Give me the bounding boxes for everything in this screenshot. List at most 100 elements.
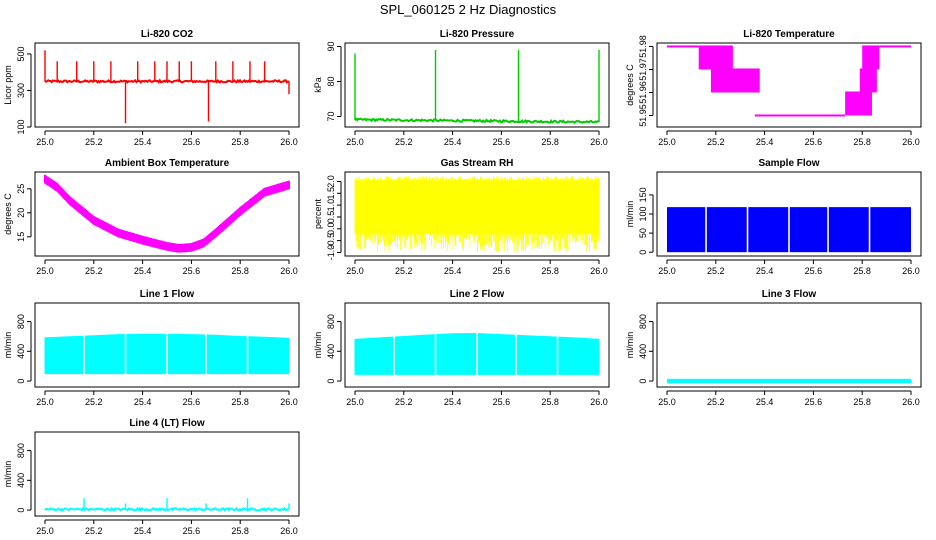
- level-segment: [710, 68, 760, 93]
- y-axis-label: ml/min: [3, 332, 13, 359]
- y-axis-label: ml/min: [3, 461, 13, 488]
- x-tick-label: 25.0: [346, 266, 364, 276]
- chart-title: Li-820 Temperature: [743, 29, 835, 40]
- chart-title: Line 4 (LT) Flow: [129, 418, 205, 429]
- y-tick-label: 800: [326, 314, 336, 329]
- x-tick-label: 26.0: [590, 137, 608, 147]
- x-tick-label: 25.4: [134, 266, 152, 276]
- data-layer: [354, 305, 600, 385]
- plot-frame: [344, 42, 610, 128]
- y-axis-label: percent: [313, 198, 323, 229]
- x-tick-label: 25.2: [395, 266, 413, 276]
- data-layer: [44, 174, 290, 253]
- level-segment: [754, 114, 846, 117]
- y-tick-label: 500: [16, 46, 26, 61]
- x-tick-label: 25.2: [395, 397, 413, 407]
- plot-frame: [34, 431, 300, 517]
- level-segment: [862, 45, 880, 70]
- line-4-lt-flow-chart: Line 4 (LT) Flow 25.0 25.2 25.4 25.6 25.8 26.0…: [3, 418, 300, 536]
- x-tick-label: 25.8: [231, 137, 249, 147]
- x-tick-label: 25.6: [493, 266, 511, 276]
- x-axis: 25.0 25.2 25.4 25.6 25.8 26.0: [36, 519, 298, 536]
- y-tick-label: 15: [16, 232, 26, 242]
- plot-frame: [344, 302, 610, 388]
- x-axis: 25.0 25.2 25.4 25.6 25.8 26.0: [658, 259, 920, 276]
- y-tick-label: 1.0: [326, 199, 336, 212]
- x-tick-label: 26.0: [902, 137, 920, 147]
- x-tick-label: 25.6: [805, 137, 823, 147]
- y-tick-label: 20: [16, 208, 26, 218]
- level-segment: [879, 45, 911, 48]
- x-axis: 25.0 25.2 25.4 25.6 25.8 26.0: [346, 259, 608, 276]
- data-layer: [354, 50, 600, 125]
- x-tick-label: 25.4: [444, 397, 462, 407]
- plot-frame: [656, 171, 922, 257]
- x-axis: 25.0 25.2 25.4 25.6 25.8 26.0: [658, 130, 920, 147]
- sample-flow-chart: Sample Flow 25.0 25.2 25.4 25.6 25.8 26.0 0 50 10…: [625, 158, 922, 276]
- x-axis: 25.0 25.2 25.4 25.6 25.8 26.0: [346, 130, 608, 147]
- li820-co2-chart: Li-820 CO2 25.0 25.2 25.4 25.6 25.8 26.0 100 300…: [3, 29, 300, 147]
- data-layer: [354, 176, 600, 253]
- plot-frame: [34, 42, 300, 128]
- plot-frame: [34, 171, 300, 257]
- x-axis: 25.0 25.2 25.4 25.6 25.8 26.0: [346, 390, 608, 407]
- y-tick-label: 51.96: [638, 81, 648, 104]
- y-tick-label: 100: [16, 119, 26, 134]
- x-tick-label: 25.0: [36, 526, 54, 536]
- x-tick-label: 25.6: [493, 137, 511, 147]
- y-tick-label: 51.97: [638, 58, 648, 81]
- x-tick-label: 25.4: [134, 526, 152, 536]
- chart-title: Gas Stream RH: [441, 158, 514, 169]
- line-1-flow-chart: Line 1 Flow 25.0 25.2 25.4 25.6 25.8 26.0 0 400 8…: [3, 289, 300, 407]
- x-tick-label: 26.0: [902, 266, 920, 276]
- x-tick-label: 25.8: [231, 526, 249, 536]
- y-tick-label: 70: [326, 111, 336, 121]
- data-layer: [667, 45, 911, 117]
- y-tick-label: 0: [16, 379, 26, 384]
- x-tick-label: 25.6: [183, 526, 201, 536]
- data-band: [667, 378, 911, 384]
- level-segment: [845, 91, 872, 116]
- y-tick-label: 1.5: [326, 187, 336, 200]
- line-3-flow-chart: Line 3 Flow 25.0 25.2 25.4 25.6 25.8 26.0 0 400 8…: [625, 289, 922, 407]
- x-tick-label: 26.0: [280, 266, 298, 276]
- y-tick-label: 0: [326, 379, 336, 384]
- series-pressure: [354, 117, 600, 125]
- line-2-flow-chart: Line 2 Flow 25.0 25.2 25.4 25.6 25.8 26.0 0 400 8…: [313, 289, 610, 407]
- y-axis-label: kPa: [313, 77, 323, 93]
- x-tick-label: 25.6: [183, 137, 201, 147]
- chart-title: Line 1 Flow: [140, 289, 195, 300]
- x-axis: 25.0 25.2 25.4 25.6 25.8 26.0: [658, 390, 920, 407]
- x-tick-label: 25.2: [395, 137, 413, 147]
- y-axis-label: ml/min: [625, 201, 635, 228]
- y-axis: 70 80 90 kPa: [313, 41, 342, 122]
- x-tick-label: 25.6: [805, 397, 823, 407]
- y-tick-label: 80: [326, 76, 336, 86]
- x-tick-label: 25.8: [541, 397, 559, 407]
- level-segment: [667, 45, 699, 48]
- x-tick-label: 25.2: [85, 526, 103, 536]
- y-tick-label: -0.5: [326, 233, 336, 249]
- y-tick-label: 150: [638, 187, 648, 202]
- x-axis: 25.0 25.2 25.4 25.6 25.8 26.0: [36, 130, 298, 147]
- y-tick-label: 50: [638, 228, 648, 238]
- x-tick-label: 25.4: [756, 137, 774, 147]
- chart-title: Ambient Box Temperature: [105, 158, 230, 169]
- x-tick-label: 25.2: [707, 266, 725, 276]
- y-axis-label: Licor ppm: [3, 65, 13, 105]
- x-tick-label: 25.4: [756, 397, 774, 407]
- noise-spikes: [354, 176, 600, 253]
- level-segment: [698, 45, 733, 70]
- y-tick-label: 800: [16, 443, 26, 458]
- x-tick-label: 25.2: [707, 397, 725, 407]
- x-tick-label: 25.2: [85, 397, 103, 407]
- x-tick-label: 26.0: [280, 137, 298, 147]
- data-layer: [44, 50, 290, 124]
